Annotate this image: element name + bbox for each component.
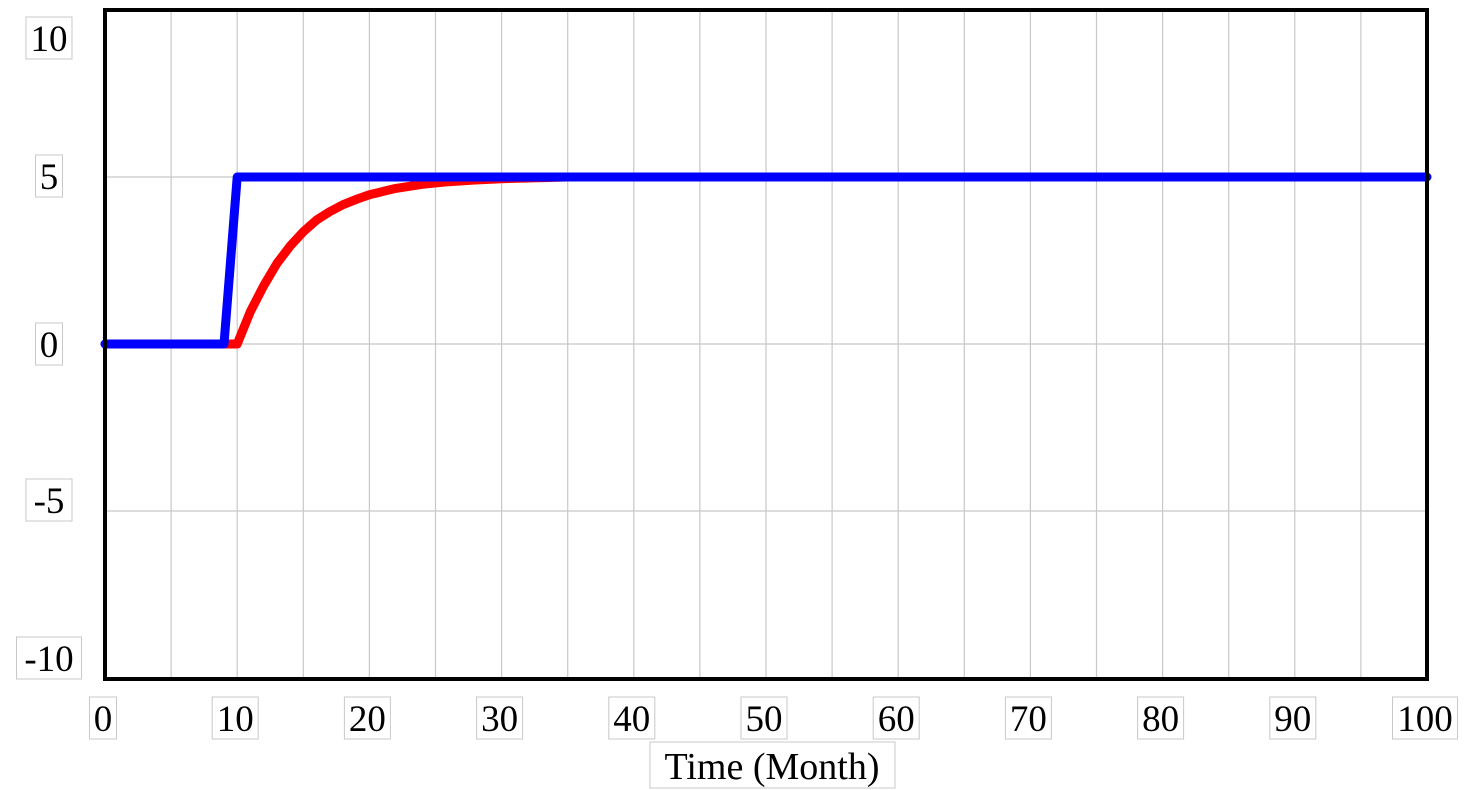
x-tick-label-group: 50 xyxy=(740,696,788,740)
y-axis-tick-labels: 10 5 0 -5 -10 xyxy=(16,16,82,680)
x-tick-label-group: 70 xyxy=(1004,696,1052,740)
x-tick-label-box xyxy=(476,696,524,740)
y-tick-label-box xyxy=(35,154,63,198)
plot-frame xyxy=(103,8,1429,681)
x-tick-label-group: 0 xyxy=(89,696,117,740)
y-tick-label: 0 xyxy=(40,325,59,366)
x-tick-label-box xyxy=(1137,696,1185,740)
x-tick-label: 90 xyxy=(1274,699,1311,740)
x-tick-label: 30 xyxy=(481,699,518,740)
x-tick-label-group: 20 xyxy=(343,696,391,740)
x-tick-label: 80 xyxy=(1142,699,1179,740)
x-axis-title: Time (Month) xyxy=(664,746,879,788)
y-tick-label-group: 5 xyxy=(35,154,63,198)
x-tick-label-group: 60 xyxy=(872,696,920,740)
x-tick-label-box xyxy=(1269,696,1317,740)
x-tick-label: 20 xyxy=(349,699,386,740)
x-tick-label: 100 xyxy=(1397,699,1453,740)
x-tick-label-box xyxy=(343,696,391,740)
gridlines xyxy=(105,10,1427,679)
x-tick-label-box xyxy=(1392,696,1458,740)
x-tick-label-box xyxy=(1004,696,1052,740)
x-tick-label: 40 xyxy=(613,699,650,740)
x-tick-label-box xyxy=(608,696,656,740)
y-tick-label-box xyxy=(35,322,63,366)
y-tick-label: 5 xyxy=(40,157,59,198)
y-tick-label: -10 xyxy=(24,639,73,680)
series-line-2 xyxy=(100,172,1432,349)
y-tick-label-group: 10 xyxy=(25,16,73,60)
series-line-1 xyxy=(100,172,573,349)
x-tick-label: 60 xyxy=(878,699,915,740)
x-tick-label-box xyxy=(740,696,788,740)
x-tick-label-group: 100 xyxy=(1392,696,1458,740)
y-tick-label: 10 xyxy=(31,19,68,60)
x-tick-label-group: 40 xyxy=(608,696,656,740)
x-tick-label: 10 xyxy=(217,699,254,740)
x-axis-title-box xyxy=(649,741,896,789)
x-axis-title-group: Time (Month) xyxy=(649,741,896,789)
x-axis-tick-labels: 0 10 20 30 40 50 60 70 80 90 100 xyxy=(89,696,1458,740)
x-tick-label: 70 xyxy=(1010,699,1047,740)
x-tick-label: 50 xyxy=(746,699,783,740)
x-tick-label-box xyxy=(211,696,259,740)
y-tick-label-group: -5 xyxy=(25,478,73,522)
y-tick-label: -5 xyxy=(34,481,65,522)
x-tick-label-group: 10 xyxy=(211,696,259,740)
y-tick-label-box xyxy=(25,478,73,522)
x-tick-label-group: 80 xyxy=(1137,696,1185,740)
x-tick-label-group: 30 xyxy=(476,696,524,740)
y-tick-label-group: -10 xyxy=(16,636,82,680)
x-tick-label-group: 90 xyxy=(1269,696,1317,740)
y-tick-label-group: 0 xyxy=(35,322,63,366)
series-lines xyxy=(100,172,1432,349)
x-tick-label-box xyxy=(872,696,920,740)
y-tick-label-box xyxy=(25,16,73,60)
x-tick-label-box xyxy=(89,696,117,740)
y-tick-label-box xyxy=(16,636,82,680)
x-tick-label: 0 xyxy=(94,699,113,740)
